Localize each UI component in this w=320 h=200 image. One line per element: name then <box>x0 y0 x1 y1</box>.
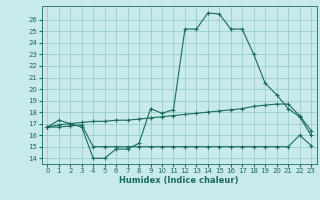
X-axis label: Humidex (Indice chaleur): Humidex (Indice chaleur) <box>119 176 239 185</box>
